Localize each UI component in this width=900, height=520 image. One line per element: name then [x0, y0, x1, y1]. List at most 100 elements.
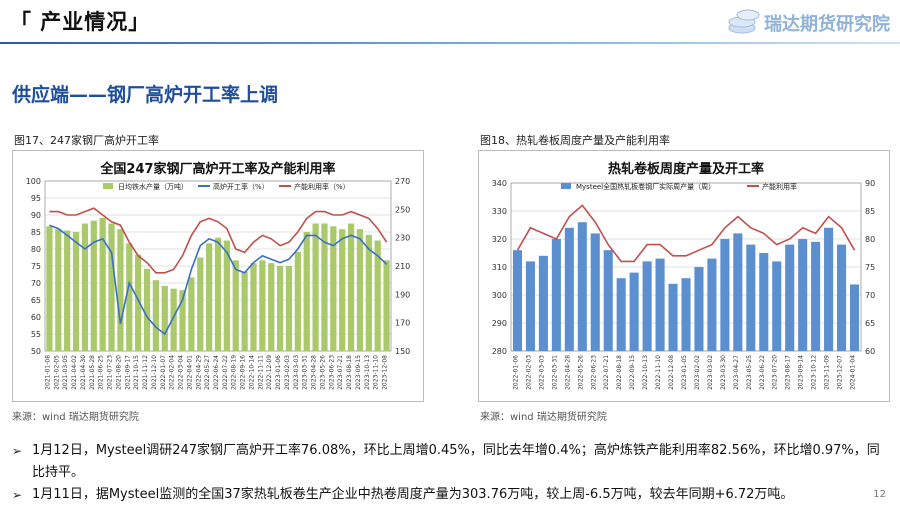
x-tick-label: 2023-03-03 [293, 355, 300, 390]
x-tick-label: 2022-08-19 [231, 355, 238, 390]
bar [206, 243, 213, 351]
arrow-bullet-icon: ➢ [12, 444, 23, 458]
x-tick-label: 2023-03-30 [720, 355, 727, 390]
x-tick-label: 2023-02-02 [694, 355, 701, 390]
bar [590, 233, 600, 351]
bar [294, 251, 301, 351]
y-left-tick-label: 55 [31, 330, 41, 339]
y-left-tick-label: 65 [31, 296, 41, 305]
bar [117, 229, 124, 351]
bullet-list: ➢ 1月12日，Mysteel调研247家钢厂高炉开工率76.08%，环比上周增… [12, 440, 892, 506]
header: 「 产业情况」 瑞达期货研究院 [0, 0, 900, 44]
bar [655, 258, 665, 351]
page-number: 12 [873, 489, 886, 500]
x-tick-label: 2023-06-23 [328, 355, 335, 390]
x-tick-label: 2022-04-29 [195, 355, 202, 390]
y-right-tick-label: 80 [865, 235, 875, 244]
y-right-tick-label: 85 [865, 207, 875, 216]
y-left-tick-label: 100 [26, 177, 41, 186]
bar [268, 263, 275, 351]
bar [250, 263, 257, 351]
x-tick-label: 2022-01-07 [160, 355, 167, 390]
chart-panel-1: 全国247家钢厂高炉开工率及产能利用率 50 55 60 65 70 75 80 85 90 95 1… [12, 150, 424, 402]
bar [161, 285, 168, 351]
y-left-tick-label: 310 [492, 263, 507, 272]
bar [143, 268, 151, 351]
bar [179, 290, 186, 351]
fig17-caption: 图17、247家钢厂高炉开工率 [14, 134, 159, 147]
bar [383, 260, 390, 351]
bar [55, 229, 62, 351]
bar [365, 234, 372, 351]
x-tick-label: 2021-05-28 [89, 355, 96, 390]
x-tick-label: 2022-05-26 [577, 355, 584, 390]
bar [170, 288, 177, 351]
bar [214, 237, 222, 351]
y-left-tick-label: 290 [492, 319, 507, 328]
bar [577, 222, 587, 351]
bar [347, 223, 355, 351]
bar [551, 239, 561, 351]
fig18-source: 来源：wind 瑞达期货研究院 [480, 412, 607, 423]
bar [197, 257, 204, 351]
series-line [49, 224, 388, 336]
y-right-tick-label: 150 [395, 347, 410, 356]
x-tick-label: 2022-04-28 [564, 355, 571, 390]
y-right-tick-label: 230 [395, 234, 410, 243]
bar [785, 244, 795, 351]
y-left-tick-label: 50 [31, 347, 41, 356]
x-tick-label: 2021-10-15 [133, 355, 140, 390]
x-tick-label: 2022-06-24 [213, 355, 220, 390]
bar [538, 255, 548, 351]
section-title: 供应端——钢厂高炉开工率上调 [12, 84, 279, 106]
x-tick-label: 2021-01-08 [44, 355, 51, 390]
y-left-tick-label: 85 [31, 228, 41, 237]
bullet-text: 1月12日，Mysteel调研247家钢厂高炉开工率76.08%，环比上周增0.… [32, 443, 880, 480]
legend: 日均铁水产量（万吨） 高炉开工率（%） 产能利用率（%） [103, 182, 350, 191]
bar [339, 229, 346, 351]
bar [733, 233, 743, 351]
bar [285, 266, 293, 351]
legend-swatch [561, 183, 571, 189]
x-tick-label: 2022-02-04 [169, 355, 176, 390]
bullet-item: ➢ 1月11日，据Mysteel监测的全国37家热轧板卷生产企业中热卷周度产量为… [12, 484, 892, 506]
x-tick-label: 2022-11-11 [257, 355, 264, 390]
x-tick-label: 2022-10-13 [642, 355, 649, 390]
bar [759, 253, 769, 351]
y-left-tick-label: 330 [492, 207, 507, 216]
x-tick-label: 2023-06-22 [759, 355, 766, 390]
legend-label: Mysteel全国热轧板卷钢厂实际周产量（周） [576, 182, 715, 191]
bar [108, 223, 115, 351]
y-right-tick-label: 250 [395, 205, 410, 214]
x-tick-label: 2023-10-12 [811, 355, 818, 390]
x-tick-label: 2021-08-20 [115, 355, 122, 390]
bar [90, 220, 97, 351]
legend: Mysteel全国热轧板卷钢厂实际周产量（周） 产能利用率 [561, 182, 797, 191]
y-left-tick-label: 90 [31, 211, 41, 220]
y-left-tick-label: 70 [31, 279, 41, 288]
bar [849, 284, 860, 351]
legend-label: 日均铁水产量（万吨） [118, 182, 188, 191]
bar [746, 244, 756, 351]
x-tick-label: 2022-06-23 [590, 355, 597, 390]
logo: 瑞达期货研究院 [724, 4, 894, 38]
x-tick-label: 2022-10-14 [249, 355, 256, 390]
x-tick-label: 2023-11-09 [824, 355, 831, 390]
bar [707, 258, 717, 351]
page-title: 「 产业情况」 [10, 10, 151, 34]
x-tick-label: 2021-04-02 [71, 355, 78, 390]
x-tick-label: 2023-02-03 [284, 355, 291, 390]
bar [525, 261, 535, 351]
x-tick-label: 2022-07-22 [222, 355, 229, 390]
bar [798, 239, 808, 351]
bar [772, 261, 782, 351]
x-tick-label: 2022-03-04 [178, 355, 185, 390]
x-tick-label: 2023-05-26 [320, 355, 327, 390]
arrow-bullet-icon: ➢ [12, 488, 23, 502]
bar [312, 223, 319, 351]
y-right-tick-label: 60 [865, 347, 875, 356]
x-tick-label: 2021-12-10 [151, 355, 158, 390]
bullet-item: ➢ 1月12日，Mysteel调研247家钢厂高炉开工率76.08%，环比上周增… [12, 440, 892, 484]
chart-title: 热轧卷板周度产量及开工率 [608, 161, 764, 177]
x-tick-label: 2023-09-15 [355, 355, 362, 390]
